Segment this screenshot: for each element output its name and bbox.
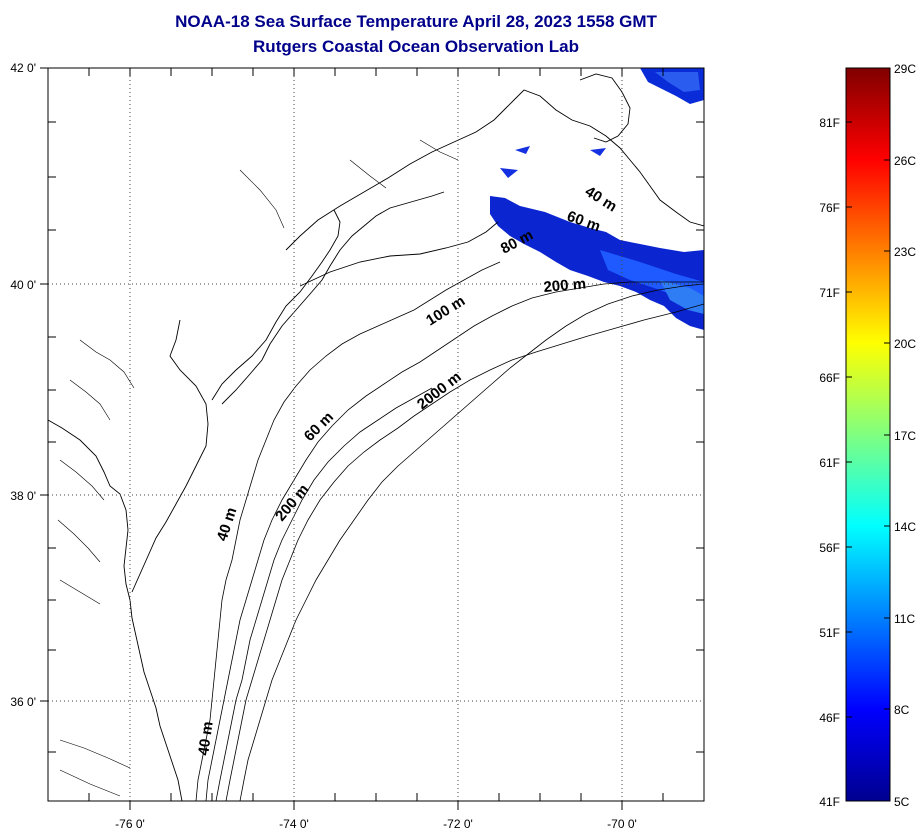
colorbar-label-c: 5C [894, 795, 910, 809]
long-island-coast [299, 221, 499, 287]
bathymetry-contours [195, 261, 704, 801]
contour-label: 2000 m [414, 368, 465, 413]
lon-label: -70 0' [607, 817, 637, 831]
lon-label: -72 0' [443, 817, 473, 831]
contour-40m [195, 261, 501, 801]
inland-rivers [57, 139, 459, 797]
lat-label: 42 0' [10, 61, 36, 75]
colorbar-label-c: 11C [894, 612, 915, 626]
colorbar-label-c: 29C [894, 62, 916, 76]
colorbar-label-c: 26C [894, 154, 916, 168]
graticule [48, 68, 704, 801]
lon-label: -74 0' [279, 817, 309, 831]
lat-label: 38 0' [10, 489, 36, 503]
colorbar-label-f: 71F [819, 286, 840, 300]
chesapeake-bay [131, 319, 209, 593]
colorbar-label-f: 41F [819, 795, 840, 809]
colorbar-label-f: 61F [819, 456, 840, 470]
new-jersey-coast [221, 191, 445, 405]
colorbar-label-f: 66F [819, 371, 840, 385]
lon-label: -76 0' [115, 817, 145, 831]
colorbar-label-f: 76F [819, 201, 840, 215]
colorbar-label-c: 23C [894, 245, 916, 259]
delmarva-coast [211, 209, 341, 401]
lat-label: 36 0' [10, 695, 36, 709]
colorbar-ticks [846, 67, 890, 718]
coastline [48, 419, 183, 801]
contour-80m [215, 387, 433, 801]
contour-label: 100 m [423, 292, 468, 329]
sst-patch-northeast [640, 68, 704, 104]
contour-60m [205, 281, 704, 801]
contour-labels: 40 m 60 m 80 m 200 m 100 m 2000 m 60 m 2… [195, 183, 620, 757]
contour-label: 40 m [195, 720, 217, 756]
colorbar-label-c: 14C [894, 520, 916, 534]
lat-label: 40 0' [10, 278, 36, 292]
contour-200m [225, 303, 704, 801]
sst-patch-central [490, 146, 704, 330]
axis-ticks [40, 67, 704, 810]
colorbar-label-c: 20C [894, 337, 916, 351]
colorbar-label-f: 51F [819, 626, 840, 640]
colorbar-label-f: 56F [819, 541, 840, 555]
map-title: NOAA-18 Sea Surface Temperature April 28… [175, 12, 657, 31]
colorbar-label-c: 8C [894, 703, 910, 717]
new-england-coast [285, 89, 704, 251]
contour-label: 200 m [272, 481, 312, 525]
map-frame [47, 67, 705, 802]
cape-cod [579, 73, 631, 143]
contour-label: 200 m [543, 275, 587, 296]
colorbar-label-f: 46F [819, 711, 840, 725]
colorbar [845, 67, 891, 802]
map-area: 40 m 60 m 80 m 200 m 100 m 2000 m 60 m 2… [48, 68, 704, 801]
contour-label: 40 m [582, 183, 620, 216]
colorbar-label-c: 17C [894, 429, 916, 443]
map-subtitle: Rutgers Coastal Ocean Observation Lab [253, 37, 579, 56]
colorbar-label-f: 81F [819, 116, 840, 130]
contour-2000m [239, 283, 704, 801]
